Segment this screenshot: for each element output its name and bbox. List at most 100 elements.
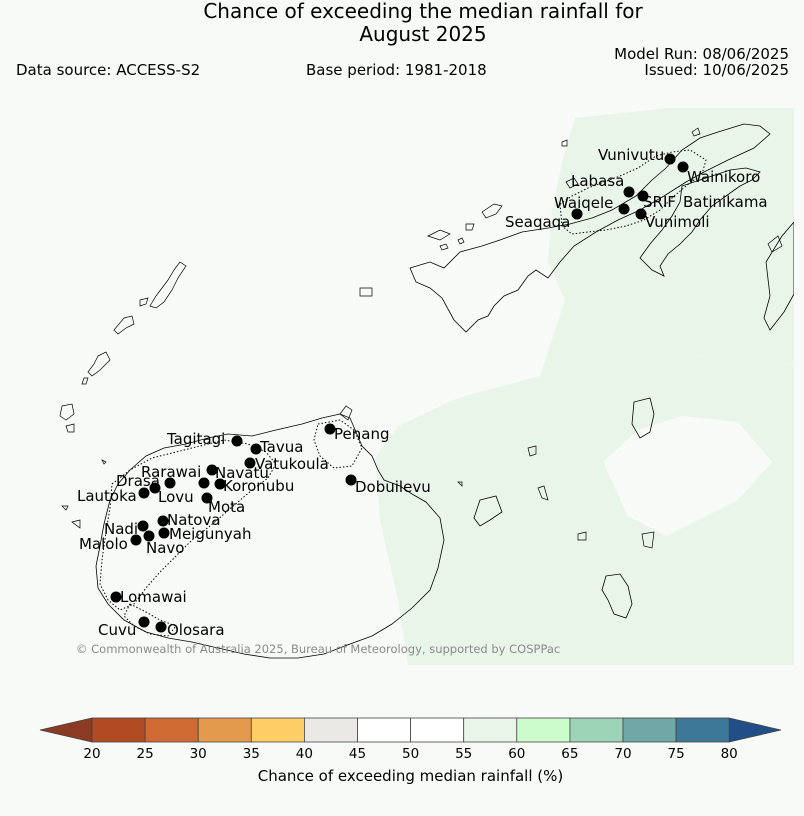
totoya-islet — [577, 531, 587, 541]
colorbar-segment — [357, 717, 411, 743]
station-marker-dobuilevu — [345, 474, 357, 486]
mamanuca-islet-2 — [65, 423, 75, 433]
station-marker-vatukoula — [244, 457, 256, 469]
mamanuca-islet-3 — [101, 459, 107, 465]
station-label-waiqele: Waiqele — [554, 194, 613, 212]
station-marker-mota — [201, 492, 213, 504]
reef-islet-3 — [561, 139, 568, 147]
issued-label: Issued: 10/06/2025 — [644, 61, 789, 79]
qamea-island — [767, 235, 783, 253]
station-label-malolo: Malolo — [79, 535, 128, 553]
yasawa-islet-2 — [113, 315, 135, 335]
moala-island — [641, 531, 655, 549]
station-marker-vunimoli — [635, 208, 647, 220]
station-label-tavua: Tavua — [259, 438, 303, 456]
station-marker-tagitagi — [231, 435, 243, 447]
colorbar-segment — [516, 717, 571, 743]
nairai-island — [527, 445, 537, 457]
colorbar: 20 25 30 35 40 45 50 55 60 65 70 75 80 Chance of exc… — [39, 717, 782, 785]
mamanuca-islet-4 — [61, 505, 69, 511]
mamanuca-islet-5 — [71, 519, 81, 529]
viti-levu-north-cape — [339, 405, 353, 421]
station-marker-wainikoro — [677, 161, 689, 173]
colorbar-segment — [675, 717, 730, 743]
shaded-region-east — [375, 352, 794, 665]
station-label-penang: Penang — [334, 425, 389, 443]
station-marker-navo — [143, 530, 155, 542]
vanua-levu-east-arm — [639, 167, 761, 277]
station-marker-lovu — [149, 482, 161, 494]
station-label-navo: Navo — [146, 539, 184, 557]
station-marker-malolo — [130, 534, 142, 546]
unshaded-patch-east — [603, 416, 772, 536]
gau-island — [473, 495, 503, 527]
reef-islet-1 — [427, 229, 451, 241]
colorbar-segment — [144, 717, 199, 743]
yadua-islet — [481, 203, 503, 219]
colorbar-tick-label: 55 — [455, 746, 472, 762]
map-title-line1: Chance of exceeding the median rainfall … — [203, 0, 643, 23]
map-area: © Commonwealth of Australia 2025, Bureau… — [59, 108, 794, 665]
station-label-vunimoli: Vunimoli — [645, 213, 710, 231]
station-marker-olosara — [155, 621, 167, 633]
batiki-islet — [537, 485, 549, 501]
ovalau-islet — [359, 287, 373, 297]
colorbar-tick-label: 30 — [190, 746, 207, 762]
reef-islet-4 — [691, 127, 701, 137]
colorbar-segment — [197, 717, 252, 743]
colorbar-tick-label: 40 — [296, 746, 313, 762]
catchment-western-viti-levu — [99, 439, 277, 611]
station-label-mota: Mota — [208, 498, 245, 516]
station-marker-srif — [637, 190, 649, 202]
yasawa-islet-1 — [139, 297, 149, 307]
colorbar-tick-label: 80 — [721, 746, 738, 762]
northwest-islet — [565, 177, 579, 189]
station-marker-waiqele — [618, 203, 630, 215]
reef-islet-5 — [457, 237, 465, 245]
station-marker-meigunyah — [158, 527, 170, 539]
station-marker-lautoka — [138, 487, 150, 499]
colorbar-segment — [91, 717, 146, 743]
colorbar-tick-label: 50 — [402, 746, 419, 762]
station-marker-natova — [157, 515, 169, 527]
station-label-srif: SRIF — [643, 193, 676, 211]
station-marker-seaqaqa — [571, 208, 583, 220]
yasawa-group — [149, 261, 187, 309]
station-label-vunivutu: Vunivutu — [598, 146, 664, 164]
station-marker-vunivutu — [664, 153, 676, 165]
station-label-nadi: Nadi — [104, 520, 138, 538]
catchment-vanua-levu — [559, 149, 707, 235]
shaded-region-northeast — [540, 108, 794, 376]
colorbar-segment — [303, 717, 358, 743]
station-marker-navatu — [198, 477, 210, 489]
colorbar-tick-label: 35 — [243, 746, 260, 762]
station-label-wainikoro: Wainikoro — [687, 168, 760, 186]
catchment-penang — [313, 419, 363, 469]
viti-levu-island — [95, 413, 445, 659]
station-label-olosara: Olosara — [167, 621, 225, 639]
station-layer: Vunivutu Wainikoro Labasa SRIF Batinikam… — [77, 146, 768, 639]
station-label-batinikama: Batinikama — [683, 193, 768, 211]
koro-island — [631, 397, 655, 439]
kadavu-island — [601, 573, 633, 619]
station-label-drasa: Drasa — [116, 472, 160, 490]
colorbar-segment — [250, 717, 305, 743]
station-label-koronubu: Koronubu — [223, 477, 294, 495]
station-marker-drasa — [164, 477, 176, 489]
small-islet-east — [457, 481, 463, 487]
station-label-cuvu: Cuvu — [98, 621, 136, 639]
colorbar-tick-label: 75 — [668, 746, 685, 762]
reef-islet-6 — [439, 243, 449, 251]
station-marker-lomawai — [110, 591, 122, 603]
station-label-rarawai: Rarawai — [141, 463, 201, 481]
data-source-label: Data source: ACCESS-S2 — [16, 61, 201, 79]
station-label-labasa: Labasa — [571, 172, 624, 190]
colorbar-segment — [410, 717, 465, 743]
station-label-tagitagi: Tagitagi — [166, 430, 225, 448]
station-label-vatukoula: Vatukoula — [255, 455, 329, 473]
station-marker-koronubu — [214, 478, 226, 490]
station-marker-tavua — [250, 443, 262, 455]
catchment-sigatoka — [123, 603, 177, 637]
colorbar-tick-label: 60 — [508, 746, 525, 762]
station-label-lautoka: Lautoka — [77, 487, 137, 505]
